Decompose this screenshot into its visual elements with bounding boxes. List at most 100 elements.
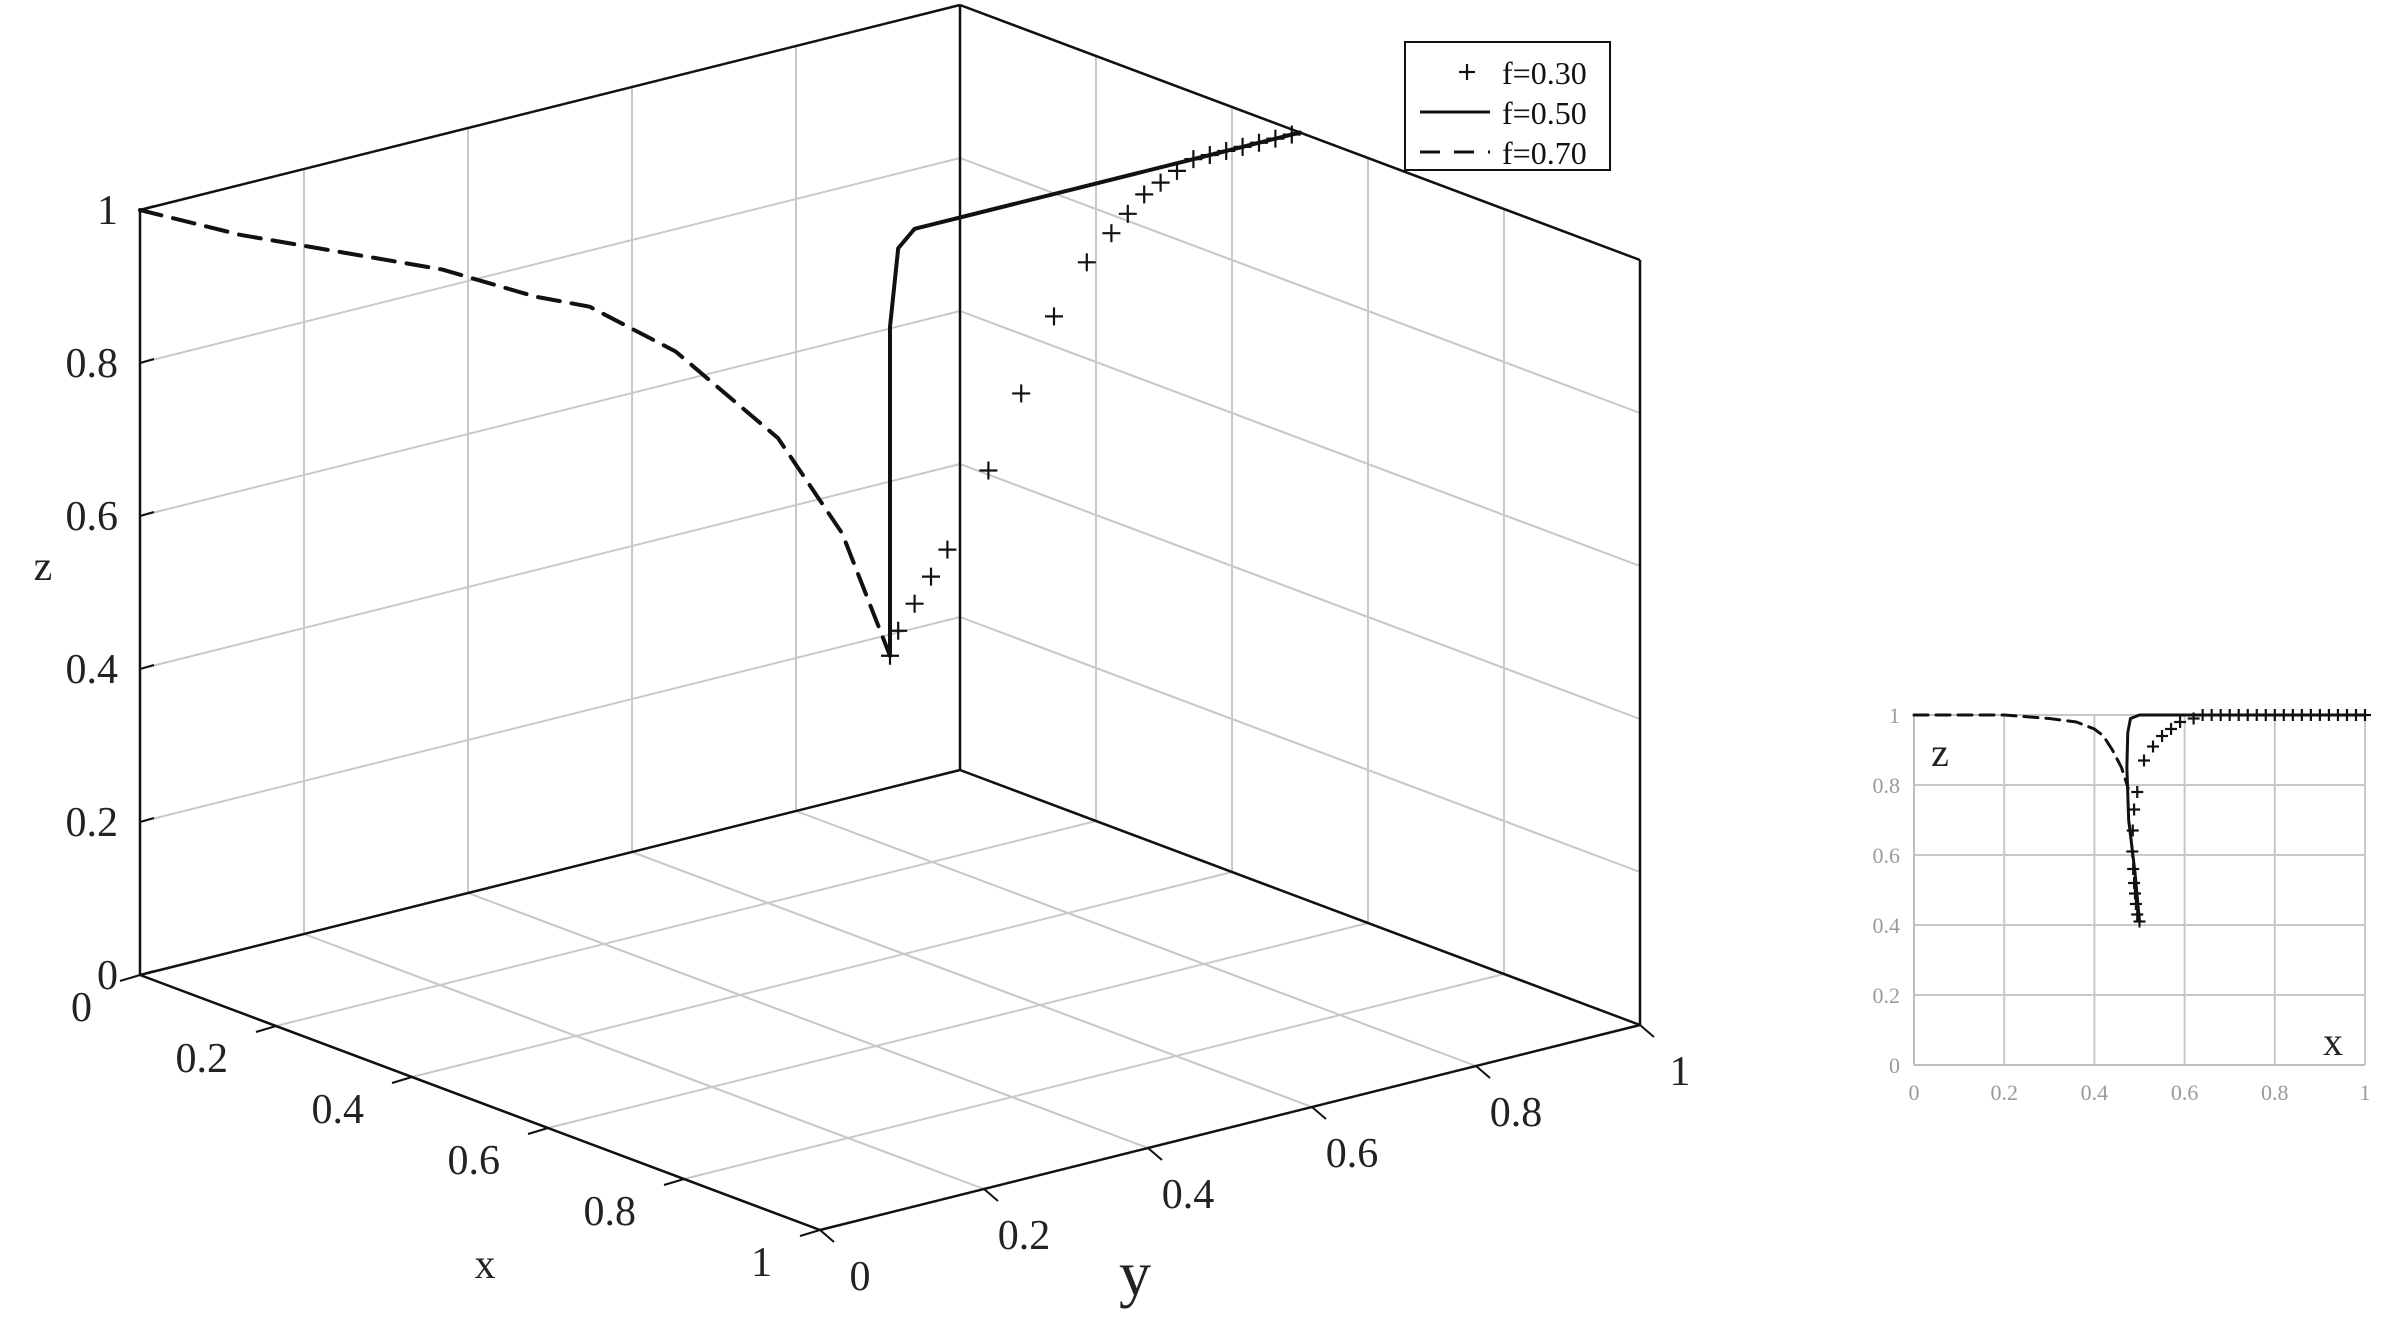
y-tick-label: 0.6 [1326, 1131, 1379, 1177]
grid-line [795, 810, 1477, 1067]
inset-series-0-point [2174, 716, 2187, 728]
inset-x-tick-label: 0.4 [2081, 1080, 2109, 1105]
y-tick-label: 0.8 [1490, 1090, 1543, 1136]
z-tick-label: 0.6 [66, 494, 119, 540]
x-tick-label: 0.6 [448, 1138, 501, 1184]
legend-label: f=0.30 [1502, 55, 1587, 91]
y-tick-mark [1475, 1065, 1491, 1079]
series-0-point [1077, 253, 1096, 272]
inset-series [1912, 709, 2371, 928]
x-axis-label: x [475, 1242, 496, 1288]
main-axes [138, 3, 1642, 1232]
inset-x-tick-label: 0.8 [2261, 1080, 2289, 1105]
inset-x-tick-label: 0.6 [2171, 1080, 2199, 1105]
inset-x-tick-label: 0.2 [1990, 1080, 2018, 1105]
inset-z-axis-label: z [1931, 730, 1949, 775]
box-edge [139, 768, 961, 977]
inset-z-tick-label: 0.6 [1873, 843, 1901, 868]
inset-series-0-point [2138, 754, 2151, 767]
legend: f=0.30 f=0.50 f=0.70 [1404, 41, 1611, 171]
z-tick-label: 0 [97, 953, 118, 999]
box-edge [819, 1023, 1641, 1232]
inset-series-0-point [2129, 898, 2142, 910]
y-tick-label: 0.4 [1162, 1172, 1215, 1218]
grid-line [959, 616, 1641, 873]
inset-series-0-point [2147, 740, 2160, 753]
x-tick-label: 0.8 [584, 1189, 637, 1235]
x-tick-mark [255, 1025, 277, 1033]
inset-x-tick-label: 0 [1909, 1080, 1920, 1105]
z-axis-label: z [34, 544, 53, 590]
series-0-point [938, 540, 957, 559]
series-0-point [1135, 185, 1154, 204]
inset-series-0-point [2156, 730, 2169, 742]
grid-line [547, 922, 1369, 1129]
y-tick-mark [983, 1188, 999, 1202]
series-0-point [1118, 204, 1137, 223]
z-tick-mark [139, 817, 155, 823]
x-tick-label: 1 [751, 1240, 772, 1286]
legend-marker-plus [1459, 64, 1475, 80]
series-0-point [889, 621, 908, 640]
inset-series-1-line [2125, 713, 2367, 923]
z-tick-mark [139, 358, 155, 364]
grid-line [683, 973, 1505, 1180]
series-0-point [1151, 173, 1170, 192]
inset-z-tick-label: 0 [1889, 1053, 1900, 1078]
x-tick-label: 0 [71, 985, 92, 1031]
x-tick-mark [527, 1127, 549, 1135]
box-edge [139, 3, 961, 212]
inset-series-0-point [2128, 887, 2141, 900]
z-tick-label: 1 [97, 188, 118, 234]
series-1-line [888, 130, 1302, 658]
y-tick-label: 0.2 [998, 1213, 1051, 1259]
grid-line [959, 157, 1641, 414]
y-tick-label: 0 [850, 1254, 871, 1300]
legend-label: f=0.70 [1502, 135, 1587, 171]
grid-line [959, 463, 1641, 720]
inset-z-tick-label: 0.8 [1873, 773, 1901, 798]
inset-2d-chart: 0 0.2 0.4 0.6 0.8 1 0 0.2 0.4 0.6 0.8 1 x z [1873, 703, 2371, 1105]
inset-series-2-line [1912, 713, 2130, 790]
series-0-point [1012, 384, 1031, 403]
z-tick-label: 0.8 [66, 341, 119, 387]
series-0-point [905, 594, 924, 613]
main-axis-labels: x y z [34, 544, 1151, 1309]
series-0-point [1102, 224, 1121, 243]
x-tick-label: 0.2 [176, 1036, 229, 1082]
y-axis-label: y [1119, 1238, 1151, 1309]
box-edge [139, 973, 821, 1232]
legend-label: f=0.50 [1502, 95, 1587, 131]
x-tick-mark [799, 1229, 821, 1237]
inset-z-tick-label: 0.4 [1873, 913, 1901, 938]
y-tick-mark [1639, 1024, 1655, 1038]
x-tick-label: 0.4 [312, 1087, 365, 1133]
inset-z-tick-label: 1 [1889, 703, 1900, 728]
x-tick-mark [119, 974, 141, 982]
y-tick-label: 1 [1670, 1049, 1691, 1095]
inset-grid [1913, 714, 2366, 1066]
y-tick-mark [1147, 1147, 1163, 1161]
grid-line [139, 463, 961, 670]
x-tick-mark [663, 1178, 685, 1186]
grid-line [303, 933, 985, 1190]
z-tick-mark [139, 970, 155, 976]
grid-line [411, 871, 1233, 1078]
inset-tick-labels: 0 0.2 0.4 0.6 0.8 1 0 0.2 0.4 0.6 0.8 1 [1873, 703, 2371, 1105]
z-tick-label: 0.2 [66, 800, 119, 846]
grid-line [139, 310, 961, 517]
grid-line [139, 157, 961, 364]
y-tick-mark [819, 1229, 835, 1243]
series-0-point [979, 461, 998, 480]
series-0-point [1045, 307, 1063, 326]
x-tick-mark [391, 1076, 413, 1084]
main-series [138, 125, 1302, 665]
grid-line [631, 851, 1313, 1108]
grid-line [275, 820, 1097, 1027]
z-tick-label: 0.4 [66, 647, 119, 693]
inset-series-0-point [2131, 786, 2144, 798]
inset-series-0-point [2165, 723, 2178, 735]
series-0-point [922, 567, 940, 586]
box-edge [959, 768, 1641, 1027]
